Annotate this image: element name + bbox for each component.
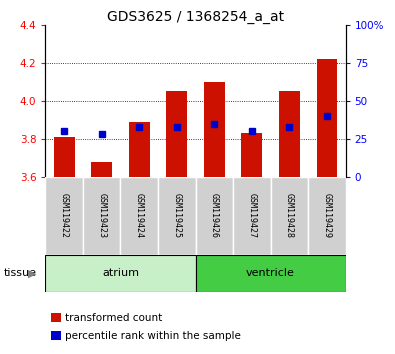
Text: GSM119422: GSM119422 xyxy=(60,193,69,239)
Bar xyxy=(196,177,233,255)
Text: tissue: tissue xyxy=(4,268,37,279)
Bar xyxy=(158,177,196,255)
Bar xyxy=(166,91,187,177)
Text: GSM119423: GSM119423 xyxy=(97,193,106,239)
Bar xyxy=(279,91,300,177)
Bar xyxy=(241,133,262,177)
Text: GSM119429: GSM119429 xyxy=(322,193,331,239)
Text: percentile rank within the sample: percentile rank within the sample xyxy=(65,331,241,341)
Text: GSM119424: GSM119424 xyxy=(135,193,144,239)
Bar xyxy=(83,177,120,255)
Bar xyxy=(196,255,346,292)
Bar xyxy=(204,82,225,177)
Text: GSM119428: GSM119428 xyxy=(285,193,294,239)
Bar xyxy=(308,177,346,255)
Bar xyxy=(271,177,308,255)
Text: GSM119425: GSM119425 xyxy=(172,193,181,239)
Bar xyxy=(45,177,83,255)
Text: transformed count: transformed count xyxy=(65,313,162,323)
Text: atrium: atrium xyxy=(102,268,139,279)
Bar xyxy=(54,137,75,177)
Bar xyxy=(129,122,150,177)
Bar xyxy=(45,255,196,292)
Text: GSM119426: GSM119426 xyxy=(210,193,219,239)
Bar xyxy=(51,313,61,322)
Text: ventricle: ventricle xyxy=(246,268,295,279)
Text: ▶: ▶ xyxy=(28,268,37,279)
Text: GSM119427: GSM119427 xyxy=(247,193,256,239)
Bar xyxy=(120,177,158,255)
Bar xyxy=(233,177,271,255)
Bar xyxy=(51,331,61,340)
Bar xyxy=(316,59,337,177)
Bar xyxy=(91,162,112,177)
Title: GDS3625 / 1368254_a_at: GDS3625 / 1368254_a_at xyxy=(107,10,284,24)
